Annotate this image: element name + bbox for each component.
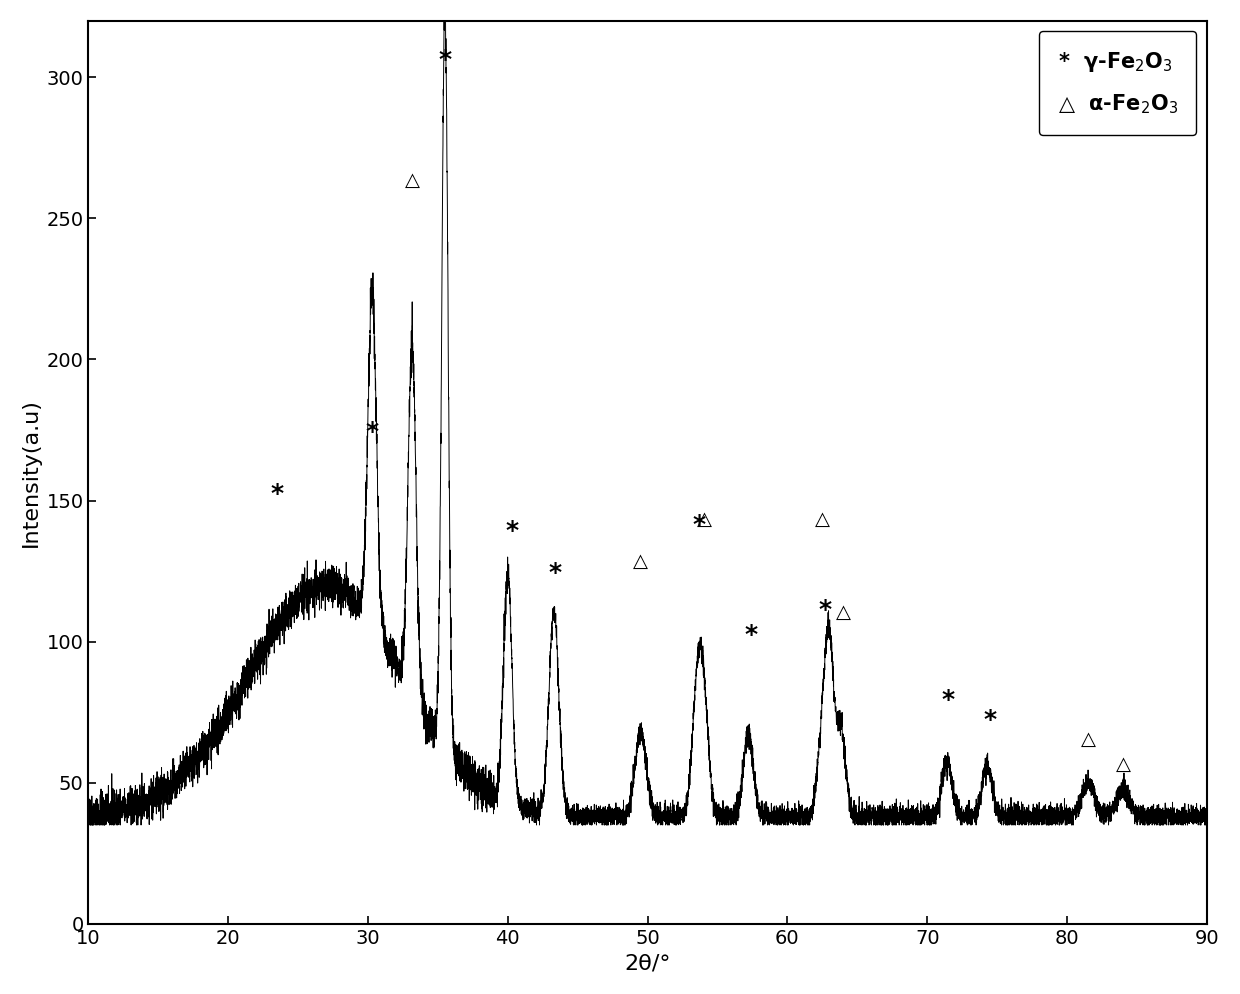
Text: △: △ xyxy=(1116,755,1131,774)
Text: *: * xyxy=(366,420,378,444)
Text: *: * xyxy=(744,623,758,647)
Text: *: * xyxy=(438,48,451,72)
Text: *: * xyxy=(549,562,562,585)
Text: △: △ xyxy=(697,510,713,529)
X-axis label: 2θ/°: 2θ/° xyxy=(625,953,671,973)
Text: △: △ xyxy=(815,510,830,529)
Text: △: △ xyxy=(634,552,649,571)
Legend: *  γ-Fe$_2$O$_3$, △  α-Fe$_2$O$_3$: * γ-Fe$_2$O$_3$, △ α-Fe$_2$O$_3$ xyxy=(1039,31,1197,135)
Text: *: * xyxy=(941,688,955,712)
Text: *: * xyxy=(818,597,832,622)
Text: *: * xyxy=(506,519,518,543)
Text: △: △ xyxy=(1080,730,1095,748)
Text: △: △ xyxy=(405,171,420,190)
Text: *: * xyxy=(983,708,997,732)
Text: *: * xyxy=(270,482,284,506)
Text: △: △ xyxy=(836,602,851,622)
Y-axis label: Intensity(a.u): Intensity(a.u) xyxy=(21,398,41,547)
Text: *: * xyxy=(693,513,706,537)
